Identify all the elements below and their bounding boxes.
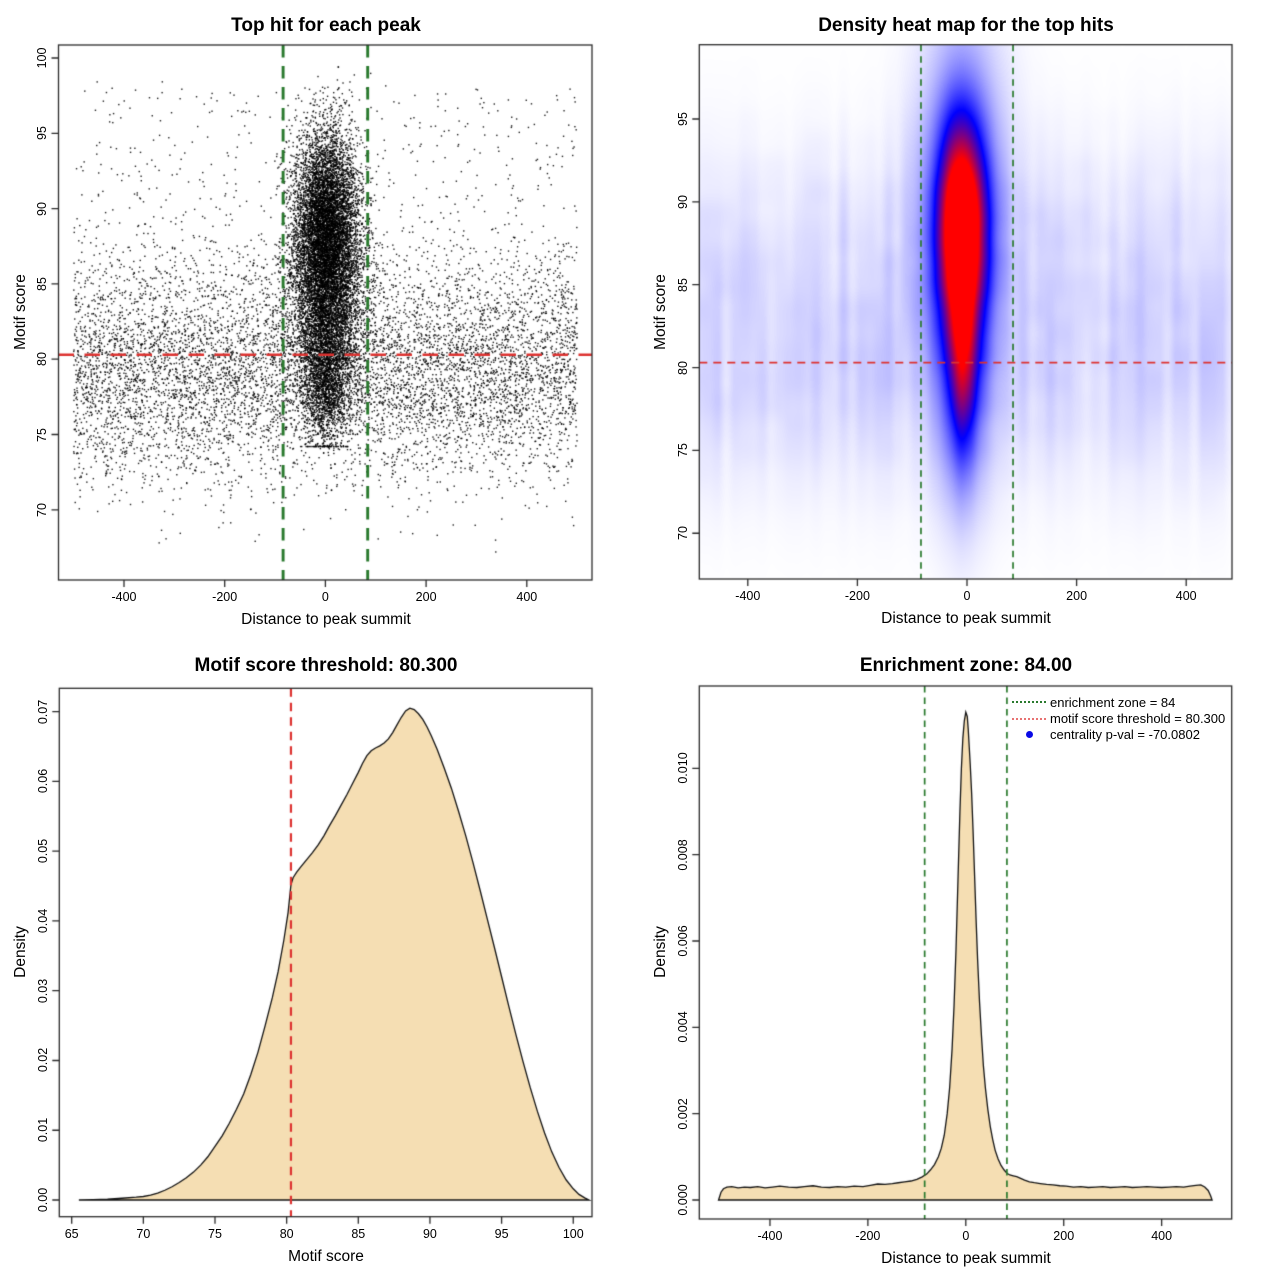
panel-motif-score-density: Motif score threshold: 80.300 Motif scor…	[0, 640, 640, 1280]
x-tick-label: 200	[1066, 589, 1088, 603]
x-tick-label: 75	[208, 1226, 222, 1241]
y-axis-label: Density	[652, 926, 669, 978]
y-tick-label: 90	[675, 194, 690, 209]
x-tick-label: -400	[757, 1229, 783, 1243]
x-tick-label: 200	[415, 590, 437, 604]
y-axis-label: Motif score	[652, 274, 669, 350]
panel-title: Top hit for each peak	[231, 15, 421, 36]
x-tick-label: 85	[351, 1226, 366, 1241]
legend-item-enrichment-zone: enrichment zone = 84	[1008, 694, 1225, 710]
x-tick-label: 0	[321, 590, 329, 604]
panel-title: Motif score threshold: 80.300	[194, 655, 458, 676]
y-tick-label: 100	[35, 47, 49, 69]
y-tick-label: 0.010	[675, 752, 690, 784]
y-tick-label: 85	[675, 277, 690, 292]
legend-item-motif-threshold: motif score threshold = 80.300	[1008, 710, 1225, 726]
y-tick-label: 0.002	[675, 1098, 690, 1130]
x-tick-label: -200	[844, 589, 870, 603]
y-tick-label: 75	[35, 427, 49, 442]
x-tick-label: 100	[562, 1226, 584, 1241]
x-tick-label: 70	[136, 1226, 151, 1241]
panel-title: Enrichment zone: 84.00	[859, 655, 1073, 676]
y-tick-label: 0.05	[35, 839, 50, 864]
y-tick-label: 0.00	[35, 1187, 50, 1213]
y-tick-label: 70	[675, 526, 690, 541]
legend-label: motif score threshold = 80.300	[1050, 711, 1226, 727]
panel-top-hit-scatter: Top hit for each peak Distance to peak s…	[0, 0, 640, 640]
density-plot-canvas	[0, 640, 640, 1280]
scatter-plot-canvas	[0, 0, 640, 640]
panel-title: Density heat map for the top hits	[818, 15, 1114, 36]
y-tick-label: 0.004	[675, 1011, 690, 1043]
heatmap-canvas	[640, 0, 1280, 640]
dotted-line-icon	[1008, 717, 1050, 720]
y-tick-label: 80	[35, 352, 49, 367]
y-tick-label: 0.01	[35, 1118, 50, 1143]
y-tick-label: 90	[35, 201, 49, 216]
y-tick-label: 0.006	[675, 925, 690, 957]
legend-label: enrichment zone = 84	[1050, 694, 1176, 710]
x-tick-label: 0	[963, 589, 971, 603]
y-tick-label: 0.008	[675, 838, 690, 871]
legend-label: centrality p-val = -70.0802	[1050, 727, 1200, 743]
y-tick-label: 0.06	[35, 769, 50, 794]
y-tick-label: 80	[675, 360, 690, 375]
y-tick-label: 75	[675, 443, 690, 458]
y-tick-label: 0.02	[35, 1048, 50, 1073]
x-axis-label: Distance to peak summit	[241, 611, 411, 628]
x-axis-label: Distance to peak summit	[881, 610, 1051, 627]
y-tick-label: 0.04	[35, 908, 50, 934]
x-tick-label: -400	[735, 589, 761, 603]
x-tick-label: -400	[111, 590, 137, 604]
y-tick-label: 95	[675, 112, 690, 126]
y-tick-label: 0.000	[675, 1184, 690, 1216]
y-axis-label: Density	[12, 926, 29, 978]
x-tick-label: 400	[516, 590, 538, 604]
x-tick-label: 400	[1151, 1229, 1173, 1243]
y-tick-label: 70	[35, 502, 49, 517]
y-tick-label: 0.03	[35, 978, 50, 1003]
x-tick-label: 65	[64, 1226, 79, 1241]
y-tick-label: 85	[35, 276, 49, 291]
panel-enrichment-zone-density: Enrichment zone: 84.00 Distance to peak …	[640, 640, 1280, 1280]
legend: enrichment zone = 84 motif score thresho…	[1008, 694, 1225, 743]
x-tick-label: 90	[422, 1226, 437, 1241]
x-tick-label: 400	[1175, 589, 1197, 603]
x-tick-label: 0	[962, 1229, 970, 1243]
panel-density-heatmap: Density heat map for the top hits Distan…	[640, 0, 1280, 640]
x-axis-label: Motif score	[288, 1247, 364, 1265]
legend-item-centrality-pval: centrality p-val = -70.0802	[1008, 727, 1225, 743]
x-tick-label: 95	[494, 1226, 509, 1241]
x-tick-label: 200	[1053, 1229, 1075, 1243]
x-tick-label: -200	[855, 1229, 881, 1243]
x-tick-label: 80	[279, 1226, 294, 1241]
x-axis-label: Distance to peak summit	[881, 1250, 1051, 1267]
point-marker-icon	[1008, 731, 1050, 739]
x-tick-label: -200	[212, 590, 238, 604]
y-tick-label: 95	[35, 126, 49, 141]
y-tick-label: 0.07	[35, 699, 50, 724]
dotted-line-icon	[1008, 701, 1050, 704]
y-axis-label: Motif score	[12, 274, 29, 350]
density-plot-canvas	[640, 640, 1280, 1280]
